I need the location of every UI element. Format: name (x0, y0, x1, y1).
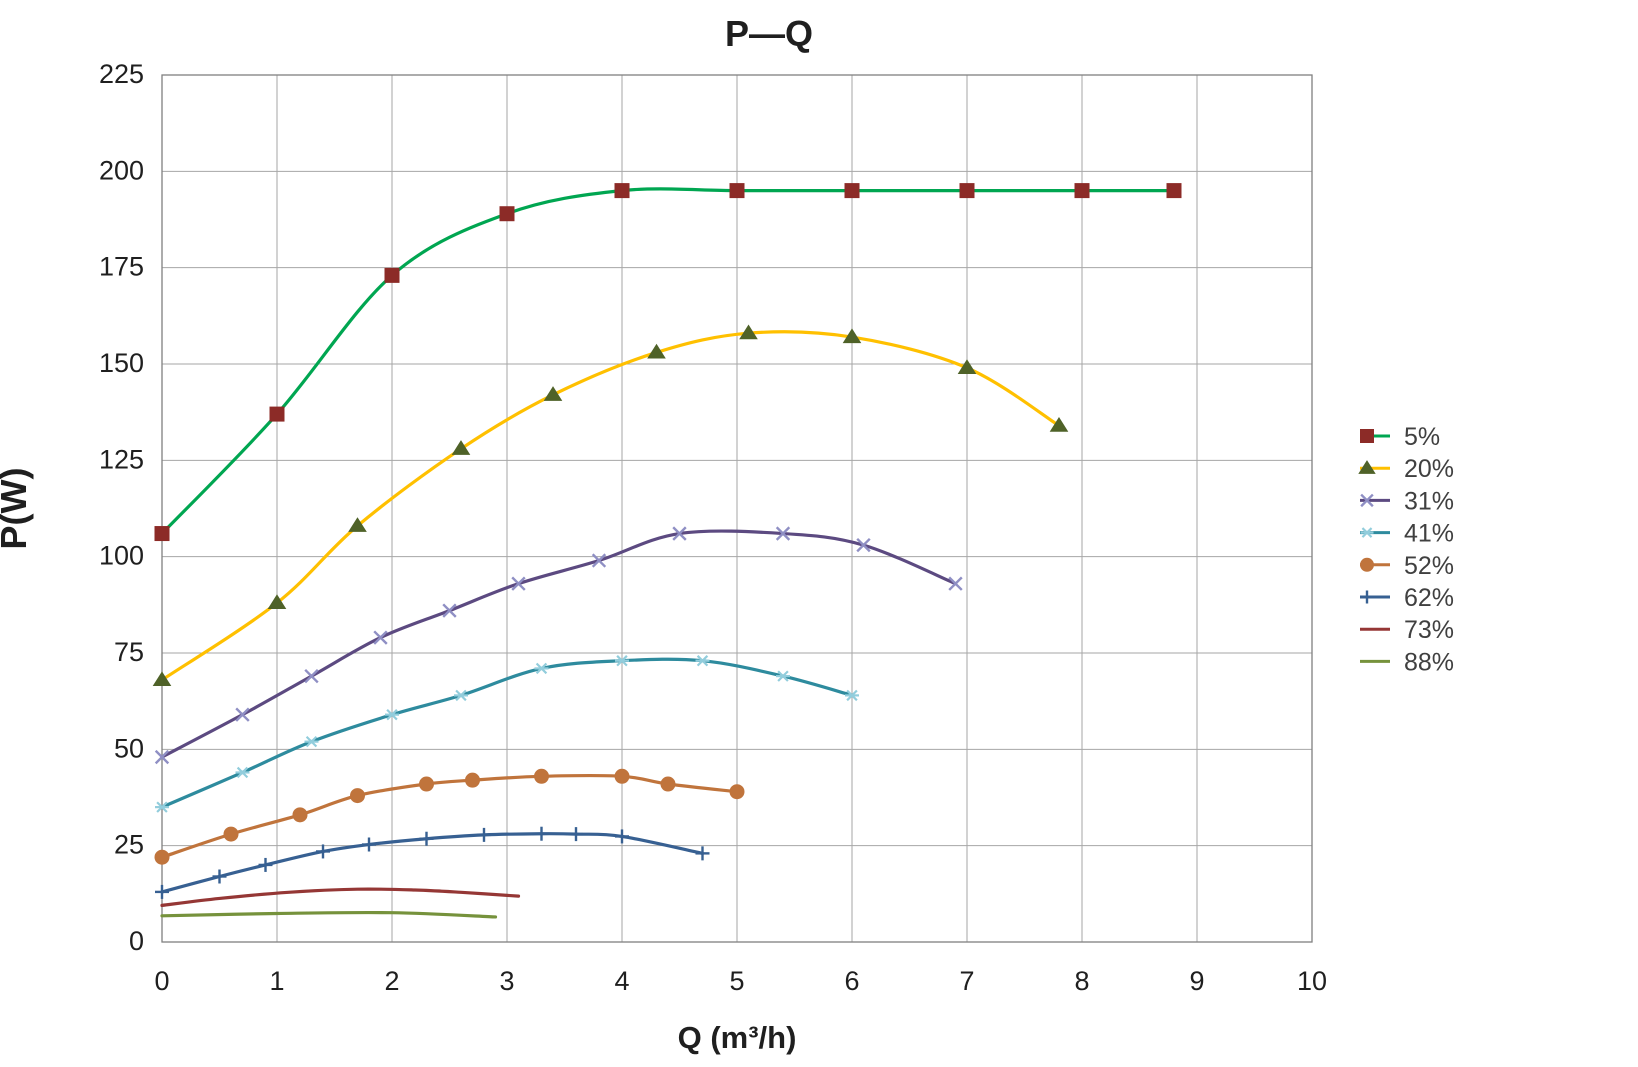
svg-text:3: 3 (499, 966, 514, 996)
svg-text:41%: 41% (1404, 520, 1454, 548)
svg-text:31%: 31% (1404, 487, 1454, 515)
svg-text:9: 9 (1189, 966, 1204, 996)
svg-text:100: 100 (99, 541, 144, 571)
svg-text:25: 25 (114, 830, 144, 860)
svg-text:73%: 73% (1404, 616, 1454, 644)
svg-text:20%: 20% (1404, 455, 1454, 483)
svg-text:Q (m³/h): Q (m³/h) (678, 1020, 797, 1055)
svg-text:6: 6 (844, 966, 859, 996)
svg-text:5%: 5% (1404, 423, 1440, 451)
svg-text:8: 8 (1074, 966, 1089, 996)
svg-text:1: 1 (269, 966, 284, 996)
svg-text:7: 7 (959, 966, 974, 996)
svg-text:88%: 88% (1404, 648, 1454, 676)
svg-text:4: 4 (614, 966, 629, 996)
svg-text:52%: 52% (1404, 552, 1454, 580)
svg-text:200: 200 (99, 155, 144, 185)
svg-text:75: 75 (114, 637, 144, 667)
svg-text:150: 150 (99, 348, 144, 378)
svg-text:125: 125 (99, 444, 144, 474)
svg-text:62%: 62% (1404, 584, 1454, 612)
svg-text:P—Q: P—Q (725, 13, 813, 54)
svg-text:225: 225 (99, 59, 144, 89)
svg-text:0: 0 (154, 966, 169, 996)
svg-text:5: 5 (729, 966, 744, 996)
svg-text:175: 175 (99, 252, 144, 282)
svg-text:P(W): P(W) (0, 468, 34, 550)
svg-text:0: 0 (129, 926, 144, 956)
svg-text:50: 50 (114, 733, 144, 763)
svg-text:2: 2 (384, 966, 399, 996)
svg-text:10: 10 (1297, 966, 1327, 996)
